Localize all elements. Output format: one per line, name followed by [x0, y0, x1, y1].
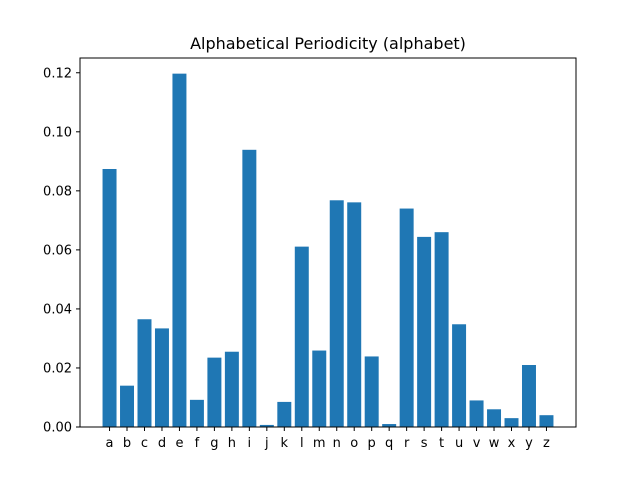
- bar-p: [364, 356, 379, 427]
- bar-l: [294, 246, 309, 427]
- x-tick-label-j: j: [264, 436, 269, 451]
- x-tick-label-m: m: [313, 436, 326, 451]
- x-tick-label-d: d: [158, 436, 166, 451]
- bar-k: [277, 401, 292, 427]
- x-tick-label-q: q: [385, 436, 393, 451]
- bar-o: [347, 202, 362, 427]
- x-tick-label-i: i: [248, 436, 252, 451]
- bar-m: [312, 350, 327, 427]
- plot-frame: [79, 57, 577, 428]
- bar-d: [154, 328, 169, 427]
- bar-h: [224, 351, 239, 427]
- x-tick-label-h: h: [228, 436, 236, 451]
- x-tick-label-o: o: [350, 436, 358, 451]
- y-tick-label: 0.12: [43, 66, 72, 81]
- x-tick-label-k: k: [281, 436, 289, 451]
- bar-v: [469, 400, 484, 427]
- x-tick-label-z: z: [543, 436, 550, 451]
- x-tick-label-f: f: [195, 436, 200, 451]
- bar-s: [417, 236, 432, 427]
- bar-t: [434, 232, 449, 427]
- bar-series: [102, 73, 554, 428]
- y-tick-label: 0.02: [43, 361, 72, 376]
- x-tick-label-x: x: [508, 436, 516, 451]
- x-tick-label-w: w: [489, 436, 500, 451]
- x-tick-label-u: u: [455, 436, 463, 451]
- x-tick-label-y: y: [525, 436, 533, 451]
- x-tick-label-a: a: [106, 436, 114, 451]
- x-tick-label-l: l: [300, 436, 304, 451]
- y-tick-label: 0.04: [43, 302, 72, 317]
- x-tick-label-g: g: [210, 436, 218, 451]
- bar-c: [137, 319, 152, 427]
- bar-j: [259, 424, 274, 427]
- bar-a: [102, 168, 117, 428]
- bar-x: [504, 418, 519, 427]
- x-tick-label-n: n: [333, 436, 341, 451]
- y-tick-label: 0.08: [43, 184, 72, 199]
- x-tick-label-v: v: [473, 436, 481, 451]
- bar-u: [452, 324, 467, 427]
- bar-w: [487, 409, 502, 427]
- x-tick-label-c: c: [141, 436, 148, 451]
- bar-z: [539, 415, 554, 427]
- bar-y: [521, 365, 536, 427]
- bar-q: [382, 424, 397, 427]
- x-tick-label-r: r: [404, 436, 410, 451]
- x-tick-label-t: t: [439, 436, 444, 451]
- bar-g: [207, 357, 222, 427]
- bar-e: [172, 73, 187, 427]
- bar-f: [189, 399, 204, 427]
- y-axis: 0.00 0.02 0.04 0.06 0.08 0.10 0.12: [43, 66, 80, 436]
- y-tick-label: 0.00: [43, 421, 72, 436]
- bar-b: [120, 385, 135, 427]
- chart-title: Alphabetical Periodicity (alphabet): [190, 34, 466, 53]
- bar-i: [242, 149, 257, 428]
- bar-r: [399, 208, 414, 427]
- x-tick-label-e: e: [175, 436, 183, 451]
- x-tick-label-p: p: [368, 436, 376, 451]
- bar-n: [329, 200, 344, 427]
- x-tick-label-s: s: [421, 436, 428, 451]
- y-tick-label: 0.06: [43, 243, 72, 258]
- y-tick-label: 0.10: [43, 125, 72, 140]
- x-tick-label-b: b: [123, 436, 131, 451]
